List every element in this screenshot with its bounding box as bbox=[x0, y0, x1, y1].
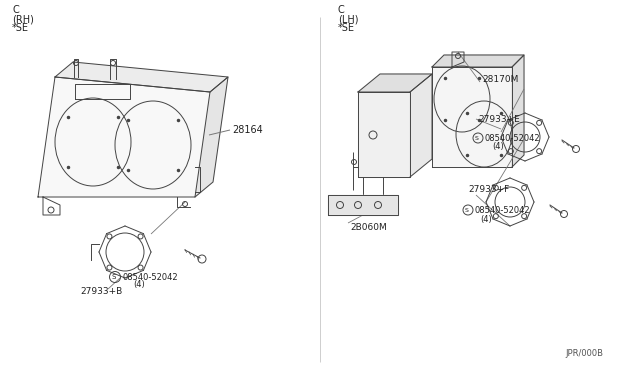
Polygon shape bbox=[328, 195, 398, 215]
Text: (4): (4) bbox=[480, 215, 492, 224]
Text: 27933+E: 27933+E bbox=[478, 115, 520, 124]
Polygon shape bbox=[358, 92, 410, 177]
Polygon shape bbox=[358, 74, 432, 92]
Text: (4): (4) bbox=[492, 141, 504, 151]
Polygon shape bbox=[410, 74, 432, 177]
Text: 08540-52042: 08540-52042 bbox=[475, 205, 531, 215]
Text: 28164: 28164 bbox=[232, 125, 263, 135]
Polygon shape bbox=[512, 55, 524, 167]
Text: C: C bbox=[338, 5, 345, 15]
Text: S: S bbox=[112, 274, 116, 280]
Polygon shape bbox=[432, 67, 512, 167]
Text: C: C bbox=[12, 5, 19, 15]
Text: S: S bbox=[465, 208, 469, 212]
Polygon shape bbox=[432, 55, 524, 67]
Text: 08540-52042: 08540-52042 bbox=[485, 134, 541, 142]
Text: 08540-52042: 08540-52042 bbox=[122, 273, 178, 282]
Text: *SE: *SE bbox=[12, 23, 29, 33]
Text: JPR/000B: JPR/000B bbox=[565, 350, 603, 359]
Text: 27933+F: 27933+F bbox=[468, 185, 509, 193]
Text: 2B060M: 2B060M bbox=[350, 222, 387, 231]
Text: *SE: *SE bbox=[338, 23, 355, 33]
Polygon shape bbox=[55, 62, 228, 92]
Text: 28170M: 28170M bbox=[482, 74, 518, 83]
Text: S: S bbox=[475, 135, 479, 141]
Text: (LH): (LH) bbox=[338, 14, 358, 24]
Text: (4): (4) bbox=[133, 280, 145, 289]
Polygon shape bbox=[195, 77, 228, 197]
Text: 27933+B: 27933+B bbox=[80, 286, 122, 295]
Text: (RH): (RH) bbox=[12, 14, 34, 24]
Polygon shape bbox=[38, 77, 210, 197]
